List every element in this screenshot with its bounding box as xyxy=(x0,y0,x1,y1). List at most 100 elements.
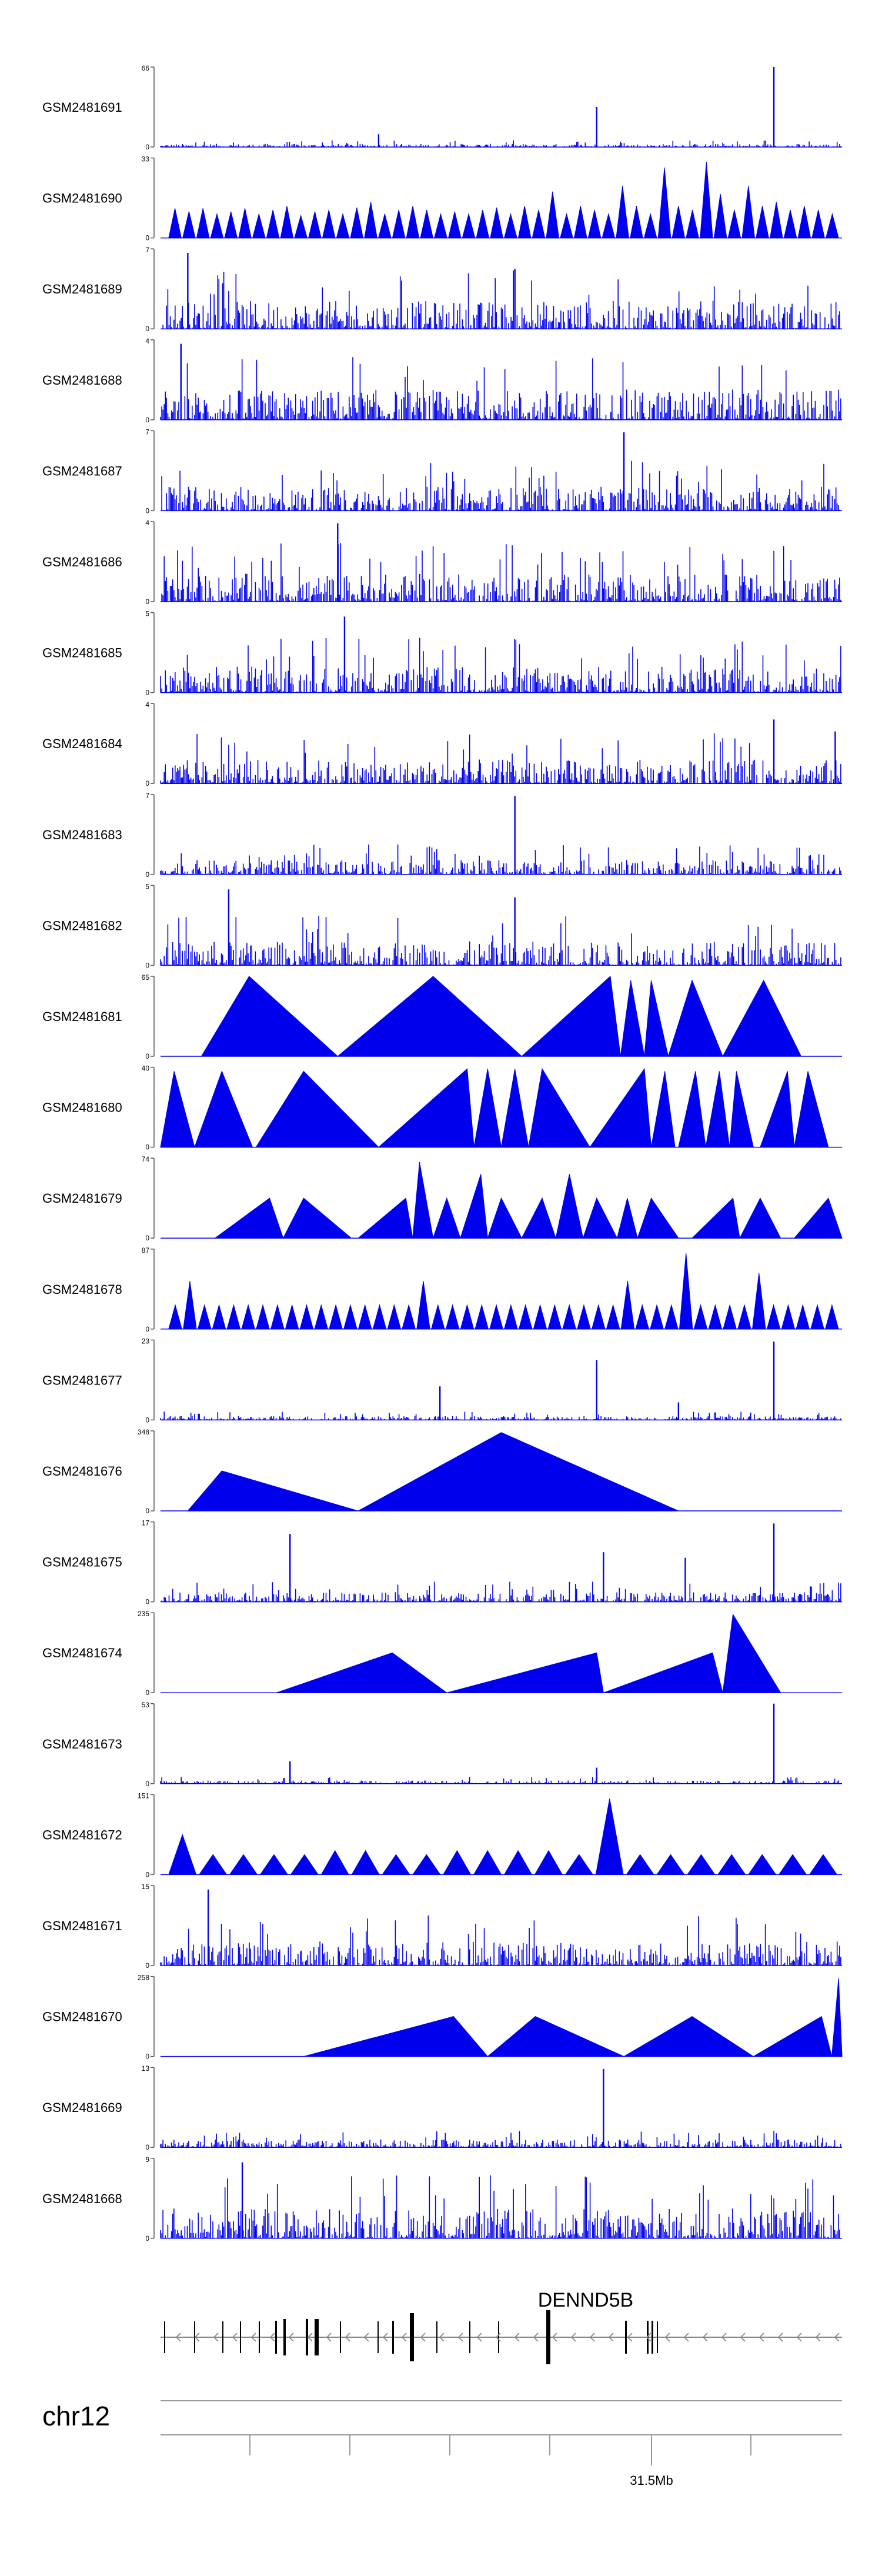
gene-exon xyxy=(164,2321,165,2353)
signal-peak xyxy=(504,1304,518,1330)
signal-peak xyxy=(831,1978,843,2057)
signal-peak xyxy=(679,1253,693,1330)
signal-peak xyxy=(434,212,447,239)
track-gsm2481670: GSM2481670 258 0 xyxy=(42,1974,843,2061)
y-axis-max-label: 235 xyxy=(138,1610,149,1618)
gene-exon xyxy=(652,2321,653,2354)
signal-peak xyxy=(308,211,322,239)
gene-exon xyxy=(315,2319,319,2355)
strand-arrow xyxy=(363,2333,369,2342)
strand-arrow xyxy=(495,2333,501,2342)
signal-peak xyxy=(582,1197,618,1239)
signal-peak xyxy=(811,209,825,239)
chromosome-label: chr12 xyxy=(42,2401,110,2431)
signal-peak xyxy=(212,1304,226,1330)
y-axis-max-label: 65 xyxy=(142,973,150,982)
gene-exon xyxy=(340,2321,341,2353)
signal-peak xyxy=(210,212,224,239)
signal-peak xyxy=(364,202,377,239)
track-gsm2481687: GSM2481687 7 0 xyxy=(42,428,842,515)
track-name-label: GSM2481690 xyxy=(42,191,122,206)
y-axis-zero-label: 0 xyxy=(145,1780,149,1788)
strand-arrow xyxy=(702,2333,708,2342)
signal-peak xyxy=(770,202,783,239)
track-gsm2481690: GSM2481690 33 0 xyxy=(42,155,842,242)
strand-arrow xyxy=(533,2333,539,2342)
gene-exon xyxy=(259,2321,260,2353)
signal-peak xyxy=(229,1854,258,1875)
signal-peak xyxy=(294,214,308,239)
signal-peak xyxy=(416,1281,430,1330)
track-name-label: GSM2481685 xyxy=(42,646,122,660)
y-axis-max-label: 13 xyxy=(142,2064,150,2073)
gene-exon xyxy=(283,2319,286,2355)
signal-peak xyxy=(574,206,587,239)
signal-coverage xyxy=(160,844,841,875)
signal-coverage xyxy=(160,1915,841,1966)
signal-peak xyxy=(671,206,686,239)
signal-peak xyxy=(282,1197,352,1239)
signal-peak xyxy=(766,1304,781,1330)
signal-peak xyxy=(358,1432,679,1511)
strand-arrow xyxy=(213,2333,219,2342)
strand-arrow xyxy=(740,2333,746,2342)
strand-arrow xyxy=(476,2333,482,2342)
track-name-label: GSM2481679 xyxy=(42,1191,122,1206)
signal-coverage xyxy=(160,357,841,420)
signal-peak xyxy=(255,1070,380,1148)
signal-coverage xyxy=(160,140,841,147)
signal-peak xyxy=(357,1197,413,1239)
y-axis-max-label: 87 xyxy=(142,1246,150,1254)
signal-peak xyxy=(168,208,182,239)
gene-exon xyxy=(436,2321,437,2353)
signal-peak xyxy=(547,1304,562,1330)
y-axis-zero-label: 0 xyxy=(145,1870,149,1878)
signal-peak xyxy=(691,1197,740,1239)
signal-peak xyxy=(686,209,699,239)
track-gsm2481685: GSM2481685 5 0 xyxy=(42,610,842,697)
track-name-label: GSM2481691 xyxy=(42,100,122,115)
gene-exon xyxy=(222,2321,223,2353)
signal-peak xyxy=(183,1281,197,1330)
signal-peak xyxy=(603,1652,723,1693)
strand-arrow xyxy=(307,2333,313,2342)
track-gsm2481679: GSM2481679 74 0 xyxy=(42,1155,843,1242)
signal-peak xyxy=(630,206,643,239)
signal-peak xyxy=(443,1850,472,1875)
signal-peak xyxy=(256,1304,270,1330)
signal-peak xyxy=(687,1854,716,1875)
signal-peak xyxy=(623,2016,755,2057)
track-gsm2481691: GSM2481691 66 0 xyxy=(42,64,842,151)
y-axis-max-label: 7 xyxy=(145,246,149,254)
y-axis-max-label: 151 xyxy=(138,1791,149,1800)
signal-peak xyxy=(487,1197,523,1239)
signal-peak xyxy=(322,209,336,239)
signal-peak xyxy=(564,1854,594,1875)
signal-peak xyxy=(602,212,616,239)
y-axis-zero-label: 0 xyxy=(145,2143,149,2151)
track-gsm2481678: GSM2481678 87 0 xyxy=(42,1246,842,1333)
signal-peak xyxy=(447,211,462,239)
gene-label-dennd5b: DENND5B xyxy=(538,2289,633,2311)
gene-exon xyxy=(625,2321,627,2354)
track-name-label: GSM2481675 xyxy=(42,1555,122,1570)
y-axis-zero-label: 0 xyxy=(145,2053,149,2061)
y-axis-zero-label: 0 xyxy=(145,689,149,697)
gene-exon xyxy=(240,2321,241,2353)
track-gsm2481686: GSM2481686 4 0 xyxy=(42,519,842,606)
track-name-label: GSM2481684 xyxy=(42,736,122,751)
signal-peak xyxy=(290,1854,319,1875)
signal-peak xyxy=(476,209,490,239)
y-axis-max-label: 74 xyxy=(142,1155,150,1163)
signal-peak xyxy=(462,212,476,239)
signal-peak xyxy=(387,1304,402,1330)
signal-peak xyxy=(620,980,645,1057)
signal-peak xyxy=(280,206,294,239)
signal-coverage xyxy=(160,2131,841,2148)
y-axis-max-label: 53 xyxy=(142,1701,150,1709)
strand-arrow xyxy=(326,2333,332,2342)
strand-arrow xyxy=(646,2333,652,2342)
strand-arrow xyxy=(683,2333,689,2342)
signal-peak xyxy=(700,162,713,239)
signal-peak xyxy=(739,1197,781,1239)
